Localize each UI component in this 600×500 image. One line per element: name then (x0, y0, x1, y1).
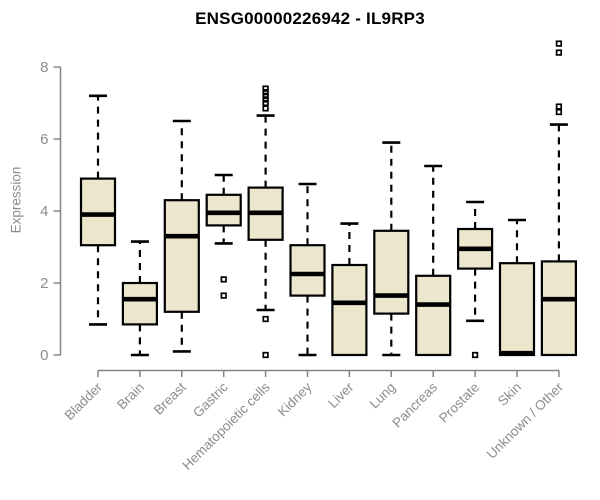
box-rect (373, 229, 410, 315)
boxplot-liver (331, 222, 368, 357)
x-category-label: Brain (114, 380, 147, 413)
x-category-label: Unknown / Other (484, 379, 567, 462)
outlier-point (262, 92, 269, 99)
box-rect (331, 263, 368, 357)
boxplot-gastric (205, 173, 242, 299)
boxplot-unknown-other (540, 40, 578, 357)
box-rect (498, 262, 536, 357)
boxplot-kidney (289, 182, 326, 357)
outlier-point (555, 49, 563, 56)
x-category-label: Skin (495, 380, 524, 409)
outlier-point (262, 96, 269, 103)
outlier-point (262, 315, 269, 323)
boxplot-brain (121, 240, 159, 357)
box-rect (121, 281, 159, 326)
outlier-point (555, 103, 563, 110)
x-category-label: Kidney (275, 379, 315, 419)
y-tick-label: 0 (40, 347, 48, 364)
x-category-label: Prostate (436, 380, 482, 426)
box-rect (79, 177, 117, 247)
boxplot-hematopoietic-cells (247, 85, 284, 359)
x-category-label: Pancreas (389, 379, 440, 430)
y-tick-label: 6 (40, 131, 48, 148)
box-rect (540, 260, 578, 357)
outlier-point (220, 276, 227, 283)
x-category-label: Gastric (190, 379, 231, 420)
outlier-point (471, 351, 479, 359)
outlier-point (555, 108, 563, 116)
y-tick-label: 8 (40, 59, 48, 76)
boxplot-lung (373, 141, 410, 357)
x-category-label: Bladder (62, 379, 106, 423)
chart-title: ENSG00000226942 - IL9RP3 (195, 9, 425, 28)
boxplot-prostate (457, 200, 494, 359)
x-category-label: Liver (325, 379, 357, 411)
box-rect (289, 244, 326, 297)
boxplot-pancreas (415, 164, 452, 357)
outlier-point (262, 89, 269, 96)
y-tick-label: 2 (40, 275, 48, 292)
boxplot-bladder (79, 94, 117, 326)
outlier-point (262, 99, 269, 107)
x-category-label: Breast (151, 379, 189, 417)
box-rect (205, 193, 242, 227)
outlier-point (262, 351, 269, 359)
outlier-point (262, 85, 269, 92)
outlier-point (220, 292, 227, 299)
boxplot-skin (498, 218, 536, 357)
y-tick-label: 4 (40, 203, 48, 220)
boxplot-breast (163, 119, 200, 353)
box-rect (163, 199, 200, 313)
box-rect (415, 274, 452, 357)
x-category-label: Lung (367, 380, 399, 412)
outlier-point (262, 105, 269, 112)
outlier-point (555, 40, 563, 47)
